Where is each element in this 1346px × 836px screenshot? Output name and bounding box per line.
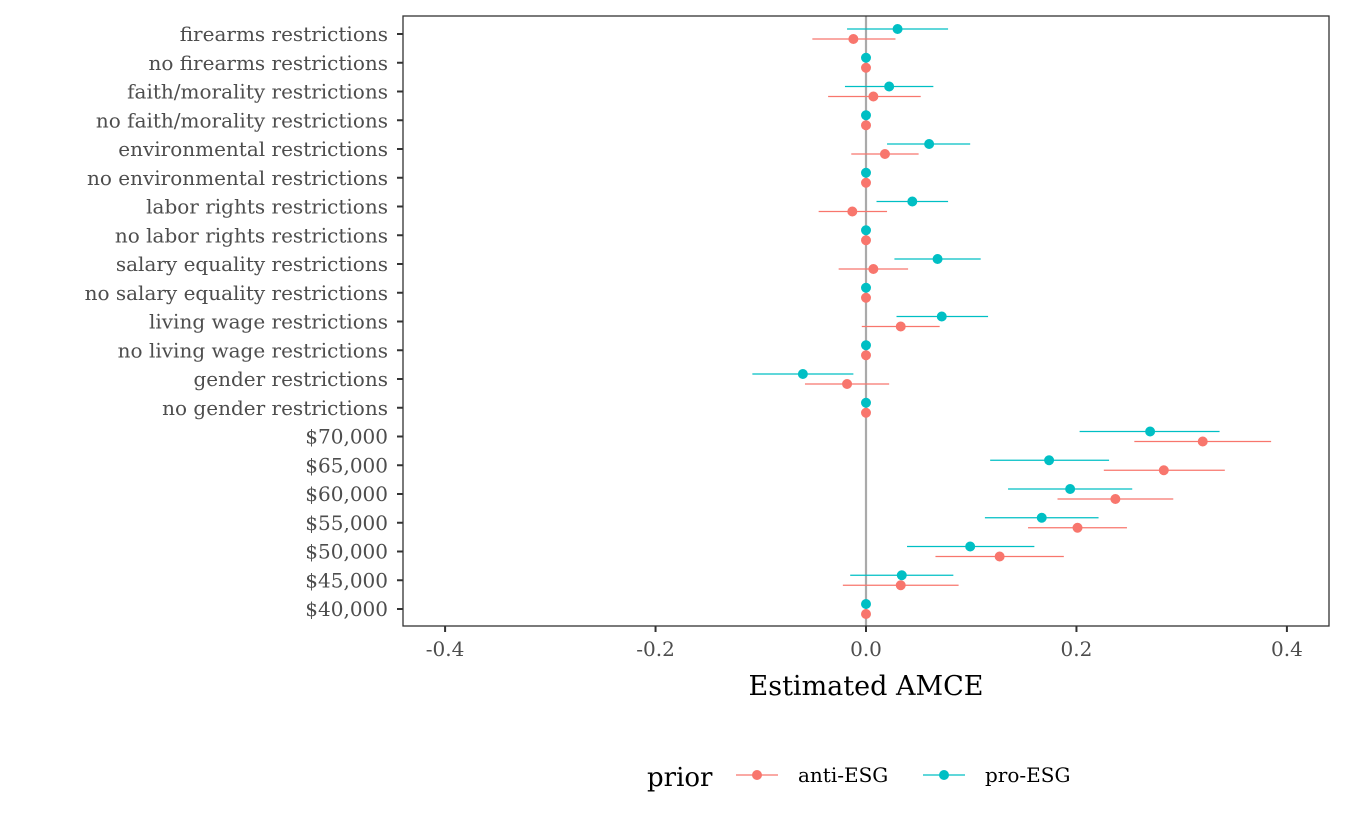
y-tick-label-16: $60,000 [305,482,388,506]
y-tick-label-9: no salary equality restrictions [85,281,388,305]
x-tick-label-3: 0.2 [1061,637,1093,661]
point-anti-ESG-17 [1072,522,1083,533]
x-tick-label-0: -0.4 [426,637,465,661]
y-tick-label-1: no firearms restrictions [148,51,388,75]
point-anti-ESG-8 [868,264,879,274]
point-pro-ESG-9 [861,282,871,293]
y-tick-label-0: firearms restrictions [180,22,388,46]
legend-label-pro-ESG: pro-ESG [985,763,1070,787]
point-anti-ESG-7 [861,235,871,246]
point-anti-ESG-15 [1158,465,1169,476]
point-anti-ESG-1 [861,62,871,73]
point-anti-ESG-5 [861,177,871,188]
y-tick-label-19: $45,000 [305,568,388,592]
y-axis: firearms restrictions no firearms restric… [85,22,403,621]
point-anti-ESG-9 [861,292,871,303]
point-anti-ESG-16 [1110,494,1121,504]
y-tick-label-8: salary equality restrictions [116,252,388,276]
y-tick-label-7: no labor rights restrictions [115,223,388,247]
point-pro-ESG-2 [884,81,895,92]
legend-key-point-pro-ESG [939,770,949,780]
y-tick-label-12: gender restrictions [193,367,388,391]
point-pro-ESG-11 [861,340,871,351]
series-anti-ESG [804,34,1272,619]
point-pro-ESG-5 [861,167,871,178]
point-anti-ESG-19 [895,580,906,591]
point-anti-ESG-2 [868,91,879,102]
point-anti-ESG-0 [848,34,859,44]
legend-label-anti-ESG: anti-ESG [798,763,888,787]
legend-item-pro-ESG: pro-ESG [923,763,1070,787]
point-pro-ESG-3 [861,110,871,121]
x-tick-label-2: 0.0 [850,637,882,661]
legend-title: prior [647,763,713,793]
y-tick-label-18: $50,000 [305,540,388,564]
point-pro-ESG-10 [936,311,947,322]
point-pro-ESG-4 [924,139,935,149]
legend-item-anti-ESG: anti-ESG [736,763,888,787]
y-tick-label-10: living wage restrictions [149,310,388,334]
point-pro-ESG-13 [861,397,871,408]
x-axis: -0.4 -0.2 0.0 0.2 0.4 [426,626,1303,661]
legend-key-point-anti-ESG [752,770,762,780]
point-pro-ESG-16 [1065,484,1076,494]
y-tick-label-15: $65,000 [305,453,388,477]
x-tick-label-4: 0.4 [1271,637,1303,661]
point-anti-ESG-18 [994,551,1005,562]
marks-layer [752,16,1272,626]
point-anti-ESG-20 [861,609,871,619]
point-pro-ESG-15 [1044,455,1055,466]
point-pro-ESG-12 [797,369,808,379]
y-tick-label-14: $70,000 [305,425,388,449]
point-anti-ESG-13 [861,407,871,418]
point-pro-ESG-20 [861,599,871,609]
point-anti-ESG-6 [847,206,858,217]
point-pro-ESG-1 [861,52,871,63]
point-pro-ESG-7 [861,225,871,236]
series-pro-ESG [752,24,1220,609]
y-tick-label-13: no gender restrictions [162,396,388,420]
legend: prior anti-ESG pro-ESG [647,763,1070,793]
point-pro-ESG-17 [1036,512,1047,523]
point-pro-ESG-18 [965,541,976,552]
point-pro-ESG-6 [907,196,918,207]
y-tick-label-6: labor rights restrictions [146,195,388,219]
y-tick-label-3: no faith/morality restrictions [96,108,388,132]
point-anti-ESG-11 [861,350,871,361]
point-pro-ESG-14 [1145,426,1156,437]
point-pro-ESG-19 [896,570,907,581]
y-tick-label-11: no living wage restrictions [118,338,388,362]
point-pro-ESG-0 [892,24,903,34]
y-tick-label-20: $40,000 [305,597,388,621]
point-anti-ESG-10 [895,321,906,332]
y-tick-label-4: environmental restrictions [118,137,388,161]
point-anti-ESG-4 [879,149,890,159]
point-anti-ESG-14 [1197,436,1208,447]
point-pro-ESG-8 [932,254,943,264]
y-tick-label-2: faith/morality restrictions [127,80,388,104]
y-tick-label-17: $55,000 [305,511,388,535]
point-anti-ESG-12 [842,379,853,389]
point-anti-ESG-3 [861,120,871,131]
x-axis-title: Estimated AMCE [749,671,984,702]
x-tick-label-1: -0.2 [636,637,675,661]
y-tick-label-5: no environmental restrictions [87,166,388,190]
